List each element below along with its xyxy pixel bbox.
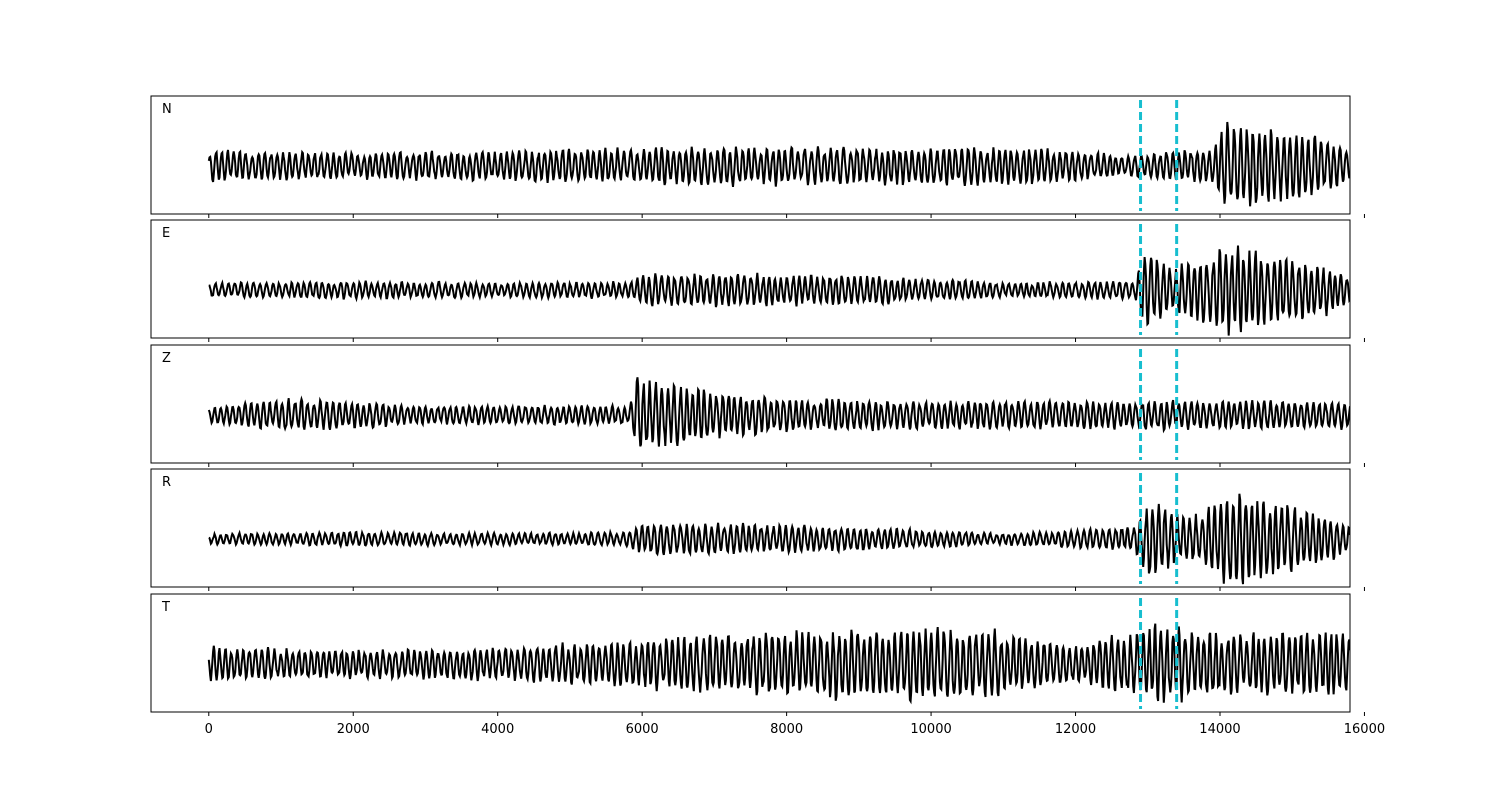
panel-frame xyxy=(150,219,1351,339)
waveform-trace-z xyxy=(207,377,1350,447)
panel-r: R xyxy=(150,468,1365,591)
x-tick-label: 12000 xyxy=(1055,722,1096,737)
x-tick-label: 0 xyxy=(205,722,213,737)
x-tick-label: 16000 xyxy=(1344,722,1385,737)
panel-e: E xyxy=(150,219,1365,342)
x-tick-label: 10000 xyxy=(910,722,951,737)
panel-label: E xyxy=(162,226,170,241)
panel-t: T xyxy=(150,593,1365,716)
panel-label: N xyxy=(162,102,172,117)
waveform-trace-e xyxy=(208,245,1350,336)
x-tick-label: 14000 xyxy=(1199,722,1240,737)
x-tick-label: 8000 xyxy=(770,722,803,737)
panel-label: Z xyxy=(162,351,171,366)
panel-frame xyxy=(150,95,1351,215)
panel-label: R xyxy=(162,475,171,490)
panel-frame xyxy=(150,468,1351,588)
panel-frame xyxy=(150,344,1351,464)
x-tick-label: 6000 xyxy=(626,722,659,737)
x-axis: 0 2000 4000 6000 8000 10000 12000 14000 16000 xyxy=(205,722,1385,737)
panel-z: Z xyxy=(150,344,1365,467)
panel-label: T xyxy=(161,600,170,615)
panel-n: N xyxy=(150,95,1365,218)
x-tick-label: 4000 xyxy=(481,722,514,737)
panel-frame xyxy=(150,593,1351,713)
waveform-trace-n xyxy=(207,121,1350,207)
x-tick-label: 2000 xyxy=(337,722,370,737)
waveform-trace-t xyxy=(207,623,1350,705)
waveform-trace-r xyxy=(208,493,1350,585)
waveform-panels: N E Z R T xyxy=(150,95,1365,716)
